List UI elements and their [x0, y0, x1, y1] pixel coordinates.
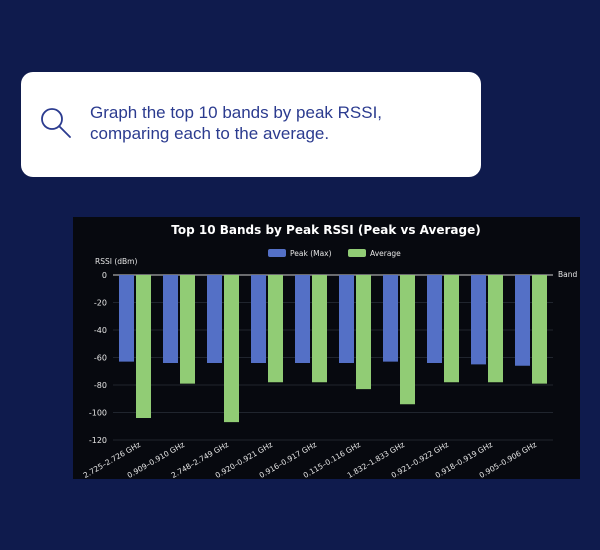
bar-average: [312, 275, 327, 383]
legend-label: Peak (Max): [290, 249, 332, 258]
chart-title: Top 10 Bands by Peak RSSI (Peak vs Avera…: [171, 223, 480, 237]
prompt-line-2: comparing each to the average.: [90, 124, 330, 143]
y-tick-label: -40: [94, 326, 107, 335]
chart-legend: Peak (Max) Average: [268, 249, 401, 258]
y-tick-labels: 0 -20 -40 -60 -80 -100 -120: [89, 271, 107, 445]
bar-peak: [119, 275, 134, 362]
bar-average: [532, 275, 547, 384]
bars: [119, 275, 547, 423]
bar-peak: [163, 275, 178, 363]
bar-peak: [427, 275, 442, 363]
x-axis-label: Band: [558, 270, 577, 279]
legend-swatch: [268, 249, 286, 257]
prompt-text: Graph the top 10 bands by peak RSSI, com…: [90, 102, 470, 144]
y-axis-label: RSSI (dBm): [95, 257, 137, 266]
bar-average: [400, 275, 415, 405]
bar-average: [180, 275, 195, 384]
bar-peak: [295, 275, 310, 363]
prompt-card: Graph the top 10 bands by peak RSSI, com…: [21, 72, 481, 177]
bar-peak: [207, 275, 222, 363]
chart-panel: Top 10 Bands by Peak RSSI (Peak vs Avera…: [73, 217, 580, 479]
bar-average: [268, 275, 283, 383]
bar-average: [488, 275, 503, 383]
bar-chart: Top 10 Bands by Peak RSSI (Peak vs Avera…: [82, 223, 578, 479]
y-tick-label: 0: [102, 271, 107, 280]
bar-peak: [383, 275, 398, 362]
bar-average: [444, 275, 459, 383]
y-tick-label: -80: [94, 381, 107, 390]
search-icon: [41, 108, 71, 138]
prompt-line-1: Graph the top 10 bands by peak RSSI,: [90, 103, 383, 122]
bar-peak: [471, 275, 486, 365]
bar-average: [136, 275, 151, 418]
legend-label: Average: [370, 249, 401, 258]
y-tick-label: -60: [94, 354, 107, 363]
bar-average: [356, 275, 371, 390]
grid-lines: [113, 274, 553, 441]
y-tick-label: -100: [89, 409, 107, 418]
bar-peak: [515, 275, 530, 366]
bar-peak: [339, 275, 354, 363]
bar-peak: [251, 275, 266, 363]
y-tick-label: -20: [94, 299, 107, 308]
y-tick-label: -120: [89, 436, 107, 445]
bar-average: [224, 275, 239, 423]
legend-swatch: [348, 249, 366, 257]
